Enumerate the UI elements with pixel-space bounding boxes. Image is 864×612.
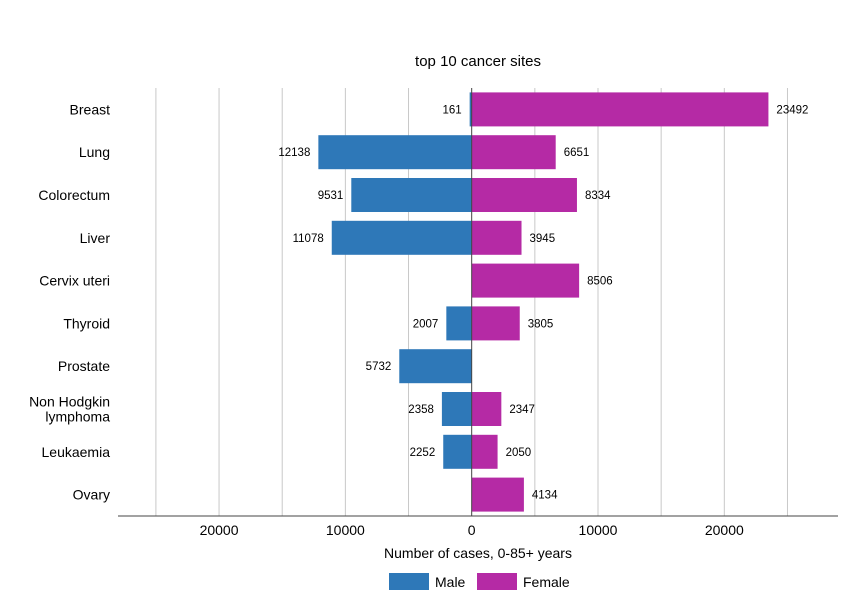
male-bar xyxy=(446,306,472,341)
x-tick-label: 20000 xyxy=(705,522,744,538)
female-value-label: 8334 xyxy=(585,190,611,202)
x-tick-label: 20000 xyxy=(200,522,239,538)
chart-title: top 10 cancer sites xyxy=(415,53,541,70)
male-bar xyxy=(318,135,472,170)
male-value-label: 11078 xyxy=(293,233,324,245)
male-bar xyxy=(351,178,472,212)
male-bar xyxy=(443,434,472,469)
x-tick-label: 10000 xyxy=(326,522,365,538)
male-bar xyxy=(399,349,472,384)
labels: Breast 161 23492 Lung 12138 6651 Colorectum 953… xyxy=(29,101,808,538)
legend: Male Female xyxy=(389,573,570,590)
x-tick-label: 0 xyxy=(468,522,476,538)
male-legend-swatch xyxy=(389,573,429,590)
female-bar xyxy=(471,220,522,255)
category-label: Thyroid xyxy=(63,315,110,331)
female-value-label: 2050 xyxy=(506,447,532,459)
category-label: Colorectum xyxy=(38,187,110,203)
female-value-label: 8506 xyxy=(587,276,613,288)
female-bar xyxy=(471,477,524,512)
female-bar xyxy=(471,92,769,127)
male-value-label: 2358 xyxy=(408,404,434,416)
male-bar xyxy=(441,392,472,426)
female-legend-swatch xyxy=(477,573,517,590)
female-value-label: 4134 xyxy=(532,490,558,502)
male-value-label: 12138 xyxy=(278,147,310,159)
female-value-label: 6651 xyxy=(564,147,590,159)
x-axis-title: Number of cases, 0-85+ years xyxy=(384,545,572,561)
category-label: Cervix uteri xyxy=(39,273,110,289)
category-label: Breast xyxy=(70,101,111,117)
male-legend-label: Male xyxy=(435,574,466,590)
category-label: Lung xyxy=(79,144,110,160)
female-value-label: 3945 xyxy=(530,233,556,245)
female-bar xyxy=(471,178,577,212)
bars xyxy=(318,92,769,512)
x-tick-label: 10000 xyxy=(579,522,618,538)
female-value-label: 2347 xyxy=(509,404,535,416)
female-value-label: 23492 xyxy=(776,104,808,116)
category-label: lymphoma xyxy=(45,409,110,425)
female-value-label: 3805 xyxy=(528,318,554,330)
female-bar xyxy=(471,263,580,298)
category-label: Leukaemia xyxy=(42,444,111,460)
male-value-label: 2252 xyxy=(410,447,436,459)
female-bar xyxy=(471,306,520,341)
category-label: Ovary xyxy=(73,487,110,503)
male-value-label: 161 xyxy=(442,104,461,116)
female-bar xyxy=(471,434,498,469)
female-bar xyxy=(471,135,556,170)
female-bar xyxy=(471,392,502,426)
category-label: Liver xyxy=(80,230,111,246)
male-value-label: 2007 xyxy=(413,318,439,330)
category-label: Prostate xyxy=(58,358,110,374)
male-value-label: 5732 xyxy=(366,361,392,373)
female-legend-label: Female xyxy=(523,574,570,590)
male-bar xyxy=(331,220,472,255)
male-value-label: 9531 xyxy=(318,190,344,202)
male-bar xyxy=(469,92,472,127)
category-label: Non Hodgkin xyxy=(29,394,110,410)
